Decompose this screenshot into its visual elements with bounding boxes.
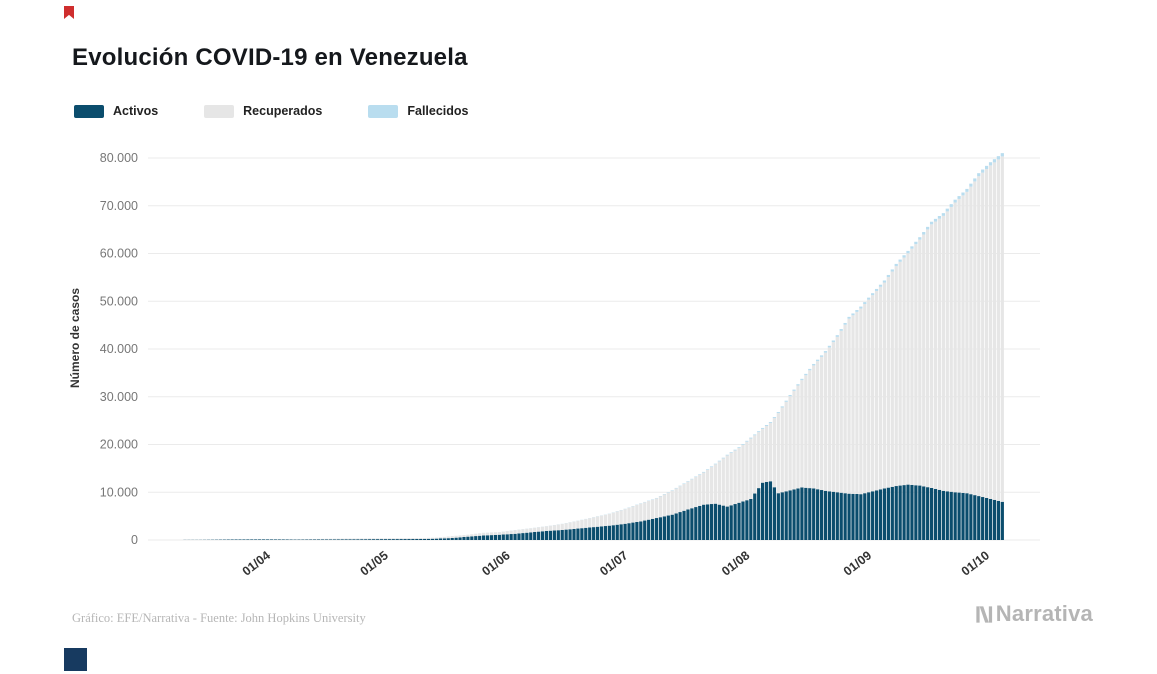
legend-swatch-fallecidos <box>368 104 399 118</box>
y-axis-title: Número de casos <box>68 288 82 388</box>
y-tick-label: 60.000 <box>100 247 138 261</box>
x-axis-labels: 01/04 01/05 01/06 01/07 01/08 01/09 01/10 <box>240 548 992 578</box>
y-tick-label: 50.000 <box>100 294 138 308</box>
legend-label-fallecidos: Fallecidos <box>407 104 469 118</box>
red-corner-mark <box>64 6 74 19</box>
legend-item-recuperados: Recuperados <box>204 104 322 118</box>
source-note: Gráfico: EFE/Narrativa - Fuente: John Ho… <box>72 611 366 625</box>
legend: Activos Recuperados Fallecidos <box>74 104 469 118</box>
x-tick-label: 01/05 <box>358 548 391 578</box>
y-tick-label: 0 <box>131 533 138 547</box>
stacked-bars <box>183 153 1004 540</box>
legend-swatch-activos <box>74 104 104 118</box>
x-tick-label: 01/06 <box>479 548 512 578</box>
legend-item-fallecidos: Fallecidos <box>368 104 469 118</box>
legend-item-activos: Activos <box>74 104 158 118</box>
legend-label-activos: Activos <box>113 104 159 118</box>
page-title: Evolución COVID-19 en Venezuela <box>72 44 468 71</box>
y-tick-label: 30.000 <box>100 390 138 404</box>
narrativa-wordmark: Narrativa <box>995 601 1093 626</box>
x-tick-label: 01/09 <box>841 548 874 578</box>
y-tick-label: 10.000 <box>100 485 138 499</box>
x-tick-label: 01/07 <box>597 548 630 578</box>
x-tick-label: 01/08 <box>719 548 752 578</box>
x-tick-label: 01/04 <box>240 548 273 578</box>
x-tick-label: 01/10 <box>959 548 992 578</box>
legend-swatch-recuperados <box>204 104 235 118</box>
y-tick-label: 40.000 <box>100 342 138 356</box>
y-tick-label: 20.000 <box>100 438 138 452</box>
navy-corner-square <box>64 648 87 671</box>
narrativa-icon <box>976 605 992 623</box>
y-tick-label: 70.000 <box>100 199 138 213</box>
y-tick-label: 80.000 <box>100 151 138 165</box>
narrativa-logo: Narrativa <box>974 601 1093 627</box>
legend-label-recuperados: Recuperados <box>243 104 323 118</box>
